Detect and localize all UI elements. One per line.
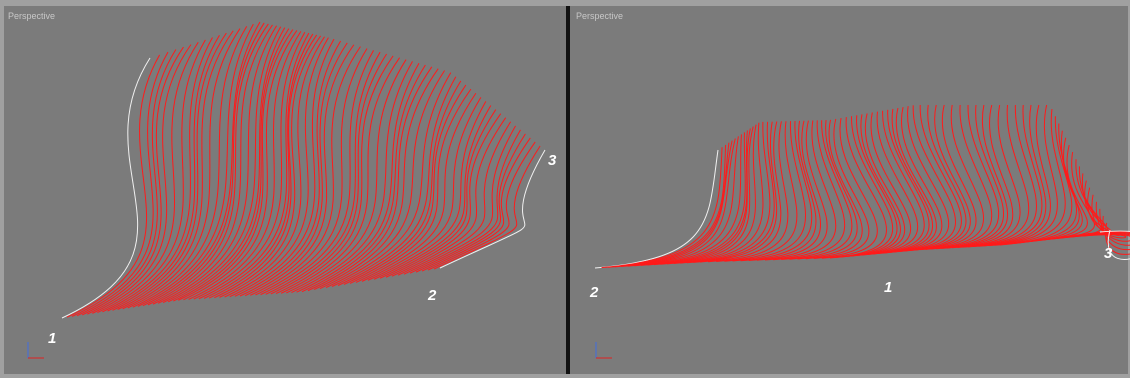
curve-marker: 2 <box>427 287 437 304</box>
viewport-layout: Perspective Perspective 1 2 3 2 1 3 <box>0 0 1130 378</box>
viewport-label: Perspective <box>576 11 623 21</box>
curve-marker: 3 <box>548 152 557 169</box>
curve-marker: 2 <box>589 284 599 301</box>
curve-marker: 3 <box>1104 245 1113 262</box>
viewport-right[interactable] <box>570 6 1128 374</box>
viewport-label: Perspective <box>8 11 55 21</box>
curve-marker: 1 <box>884 279 892 296</box>
divider <box>566 6 570 374</box>
curve-marker: 1 <box>48 330 56 347</box>
